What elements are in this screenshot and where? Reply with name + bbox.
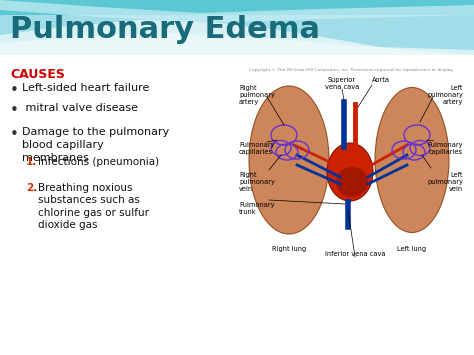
Text: Breathing noxious
substances such as
chlorine gas or sulfur
dioxide gas: Breathing noxious substances such as chl… — [38, 183, 149, 230]
Ellipse shape — [249, 86, 329, 234]
Text: 1.: 1. — [26, 157, 37, 167]
Text: Right
pulmonary
artery: Right pulmonary artery — [239, 85, 275, 105]
Text: mitral valve disease: mitral valve disease — [22, 103, 138, 113]
Polygon shape — [0, 20, 474, 57]
Text: Left
pulmonary
vein: Left pulmonary vein — [427, 172, 463, 192]
Polygon shape — [0, 33, 474, 60]
Polygon shape — [0, 0, 474, 23]
Text: Infections (pneumonia): Infections (pneumonia) — [38, 157, 159, 167]
Text: Copyright © The McGraw-Hill Companies, Inc. Permission required for reproduction: Copyright © The McGraw-Hill Companies, I… — [249, 68, 453, 72]
Text: Superior
vena cava: Superior vena cava — [325, 77, 359, 90]
Text: Pulmonary Edema: Pulmonary Edema — [10, 16, 320, 44]
Text: •: • — [10, 83, 19, 98]
Text: Pulmonary
capillaries: Pulmonary capillaries — [239, 142, 274, 155]
Text: •: • — [10, 127, 19, 142]
Text: Pulmonary
trunk: Pulmonary trunk — [239, 202, 274, 215]
Text: Left-sided heart failure: Left-sided heart failure — [22, 83, 149, 93]
Text: 2.: 2. — [26, 183, 37, 193]
Bar — [0, 0, 474, 15]
Text: Left lung: Left lung — [397, 246, 427, 252]
Text: Right lung: Right lung — [272, 246, 306, 252]
Bar — [237, 75, 465, 260]
Text: Right
pulmonary
vein: Right pulmonary vein — [239, 172, 275, 192]
Text: CAUSES: CAUSES — [10, 68, 65, 81]
Ellipse shape — [375, 87, 449, 233]
Text: •: • — [10, 103, 19, 118]
Text: Damage to the pulmonary
blood capillary
membranes: Damage to the pulmonary blood capillary … — [22, 127, 169, 163]
Text: Pulmonary
capillaries: Pulmonary capillaries — [428, 142, 463, 155]
Text: Aorta: Aorta — [372, 77, 390, 83]
Ellipse shape — [327, 143, 373, 201]
Text: Left
pulmonary
artery: Left pulmonary artery — [427, 85, 463, 105]
Bar — [0, 0, 474, 55]
Text: Inferior vena cava: Inferior vena cava — [325, 251, 385, 257]
Ellipse shape — [336, 167, 368, 197]
